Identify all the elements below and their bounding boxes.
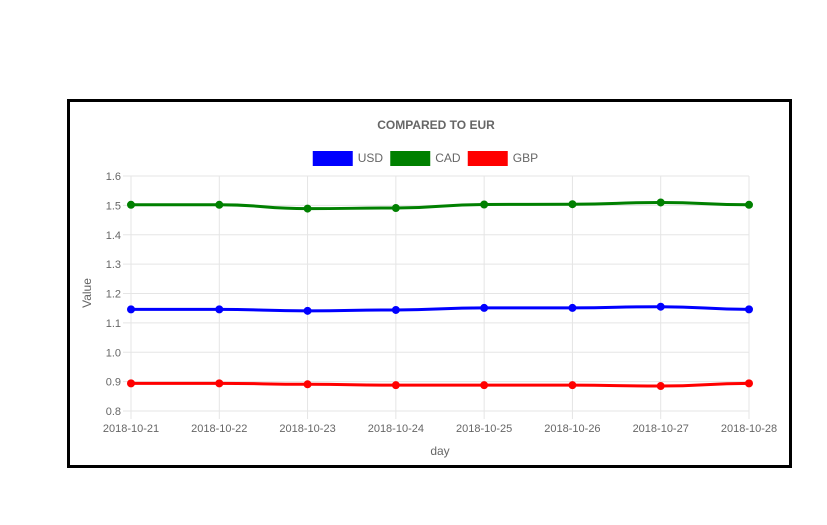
y-tick-label: 1.0 xyxy=(106,347,121,359)
legend-swatch-usd xyxy=(312,151,353,166)
data-point-usd xyxy=(656,302,665,311)
y-tick-label: 0.9 xyxy=(106,377,121,389)
data-point-gbp xyxy=(127,379,135,388)
x-tick-label: 2018-10-22 xyxy=(191,423,247,435)
data-point-gbp xyxy=(215,379,224,388)
y-axis: 0.8 0.9 1.0 1.1 1.2 1.3 1.4 1.5 1.6 xyxy=(106,171,121,418)
data-point-gbp xyxy=(480,381,489,390)
data-point-usd xyxy=(745,305,753,314)
x-tick-label: 2018-10-28 xyxy=(721,423,777,435)
x-tick-label: 2018-10-25 xyxy=(456,423,512,435)
data-point-usd xyxy=(480,303,489,312)
data-point-usd xyxy=(568,303,577,312)
x-axis-label: day xyxy=(430,444,449,458)
y-tick-label: 1.5 xyxy=(106,200,121,212)
chart-title: COMPARED TO EUR xyxy=(377,118,495,132)
data-point-usd xyxy=(127,305,135,314)
x-axis: 2018-10-21 2018-10-22 2018-10-23 2018-10-24… xyxy=(103,423,777,435)
data-point-cad xyxy=(303,204,312,213)
y-tick-label: 1.3 xyxy=(106,259,121,271)
y-tick-label: 1.2 xyxy=(106,289,121,301)
x-tick-label: 2018-10-23 xyxy=(279,423,335,435)
data-point-cad xyxy=(215,200,224,209)
series-line-cad xyxy=(131,200,750,211)
legend: USD CAD GBP xyxy=(312,151,538,166)
data-point-usd xyxy=(215,305,224,314)
data-point-gbp xyxy=(745,379,753,388)
y-axis-label: Value xyxy=(80,278,94,308)
y-tick-label: 0.8 xyxy=(106,406,121,418)
legend-label-gbp: GBP xyxy=(513,151,538,165)
data-point-usd xyxy=(391,305,400,314)
data-point-cad xyxy=(568,200,577,209)
legend-swatch-cad xyxy=(390,151,431,166)
data-point-gbp xyxy=(391,381,400,390)
data-point-cad xyxy=(656,198,665,207)
legend-swatch-gbp xyxy=(467,151,508,166)
y-tick-label: 1.1 xyxy=(106,318,121,330)
data-point-gbp xyxy=(303,380,312,389)
data-point-usd xyxy=(303,306,312,315)
data-point-cad xyxy=(480,200,489,209)
series-line-gbp xyxy=(130,381,750,388)
y-tick-label: 1.4 xyxy=(106,230,121,242)
x-tick-label: 2018-10-24 xyxy=(368,423,424,435)
data-point-cad xyxy=(127,200,135,209)
series-layer xyxy=(127,198,753,391)
legend-label-cad: CAD xyxy=(435,151,461,165)
grid xyxy=(123,175,750,419)
x-tick-label: 2018-10-27 xyxy=(633,423,689,435)
legend-label-usd: USD xyxy=(358,151,384,165)
data-point-cad xyxy=(391,204,400,213)
data-point-gbp xyxy=(656,382,665,391)
x-tick-label: 2018-10-21 xyxy=(103,423,159,435)
series-line-usd xyxy=(131,305,750,313)
x-tick-label: 2018-10-26 xyxy=(544,423,600,435)
y-tick-label: 1.6 xyxy=(106,171,121,183)
data-point-cad xyxy=(745,200,753,209)
data-point-gbp xyxy=(568,381,577,390)
